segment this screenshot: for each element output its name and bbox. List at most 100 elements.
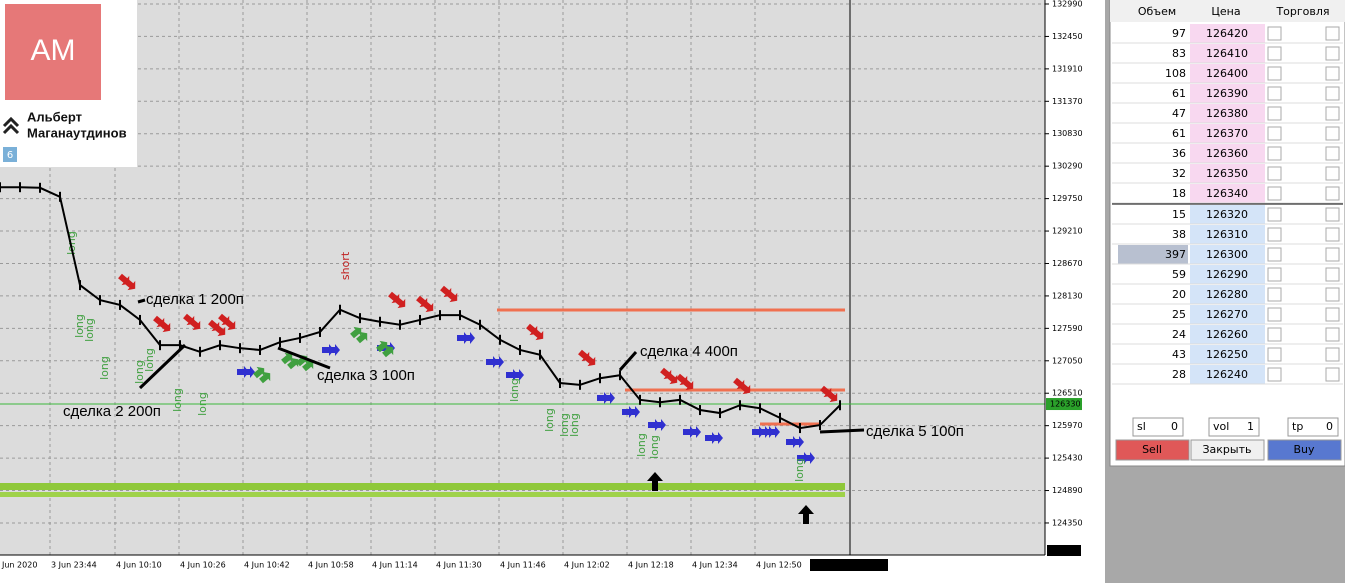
long-arrow [287,357,299,370]
price: 126280 [1206,288,1248,301]
order-button[interactable] [1325,106,1340,121]
order-button[interactable] [1267,86,1282,101]
short-arrow [422,300,434,313]
price-tick-label: 125970 [1052,421,1083,430]
order-button[interactable] [1325,146,1340,161]
price: 126290 [1206,268,1248,281]
time-label: 4 Jun 12:50 [756,561,802,570]
price: 126320 [1206,208,1248,221]
order-button[interactable] [1267,146,1282,161]
order-button[interactable] [1325,186,1340,201]
order-button[interactable] [1325,327,1340,342]
time-label: 4 Jun 10:10 [116,561,162,570]
input-box[interactable] [1132,417,1184,437]
volume: 97 [1172,27,1186,40]
price-cell [1190,345,1265,364]
volume: 25 [1172,308,1186,321]
order-button[interactable] [1267,126,1282,141]
order-button[interactable] [1267,227,1282,242]
volume: 15 [1172,208,1186,221]
axes: 132990 132450 131910 131370 130830 130290 1297… [1,0,1083,571]
buy-arrow [792,436,804,448]
order-button[interactable] [1325,166,1340,181]
price: 126310 [1206,228,1248,241]
order-button[interactable] [1267,367,1282,382]
order-button[interactable] [1325,307,1340,322]
order-button[interactable] [1267,347,1282,362]
long-arrow [376,340,388,353]
signal-short: short [339,251,352,280]
plot-area [0,0,1045,555]
signal-long: long [568,413,581,437]
volume: 20 [1172,288,1186,301]
trade-button[interactable] [1267,439,1342,461]
order-button[interactable] [1267,267,1282,282]
order-button[interactable] [1267,106,1282,121]
long-arrow [253,366,265,379]
input-box[interactable] [1208,417,1260,437]
short-arrow [682,378,694,391]
order-button[interactable] [1267,46,1282,61]
price-cell [1190,144,1265,163]
time-label: 4 Jun 12:02 [564,561,610,570]
order-button[interactable] [1267,166,1282,181]
order-button[interactable] [1325,227,1340,242]
price-cell [1190,225,1265,244]
cursor-time-box [810,559,888,571]
order-button[interactable] [1267,327,1282,342]
order-button[interactable] [1325,86,1340,101]
order-button[interactable] [1267,307,1282,322]
price: 126390 [1206,87,1248,100]
order-book: Объем Цена Торговля 97 126420 83 126410 108 1264… [1112,5,1343,461]
time-label: 3 Jun 23:44 [51,561,97,570]
time-label: 4 Jun 12:18 [628,561,674,570]
volume: 18 [1172,187,1186,200]
volume: 32 [1172,167,1186,180]
price: 126270 [1206,308,1248,321]
price-bottom-box [1047,545,1081,556]
volume: 83 [1172,47,1186,60]
price-tick-label: 132450 [1052,32,1083,41]
order-button[interactable] [1325,347,1340,362]
trade-button[interactable] [1115,439,1190,461]
order-button[interactable] [1267,207,1282,222]
price-cell [1190,64,1265,83]
order-button[interactable] [1325,26,1340,41]
order-button[interactable] [1325,207,1340,222]
order-button[interactable] [1325,126,1340,141]
annotation: сделка 4 400п [640,343,738,360]
price: 126250 [1206,348,1248,361]
order-button[interactable] [1267,186,1282,201]
time-label: 4 Jun 12:34 [692,561,738,570]
order-button[interactable] [1267,247,1282,262]
input-value: 0 [1326,420,1333,433]
buy-arrow [628,406,640,418]
book-header: Цена [1211,5,1240,18]
order-button[interactable] [1325,46,1340,61]
price-tick-label: 124890 [1052,486,1083,495]
buy-arrow [768,426,780,438]
time-label: Jun 2020 [1,561,37,570]
signal-long: long [648,435,661,459]
signal-long: long [558,413,571,437]
order-button[interactable] [1267,287,1282,302]
order-button[interactable] [1325,267,1340,282]
trade-button[interactable] [1190,439,1265,461]
support-zone [0,492,845,497]
buy-arrow [689,426,701,438]
order-button[interactable] [1325,367,1340,382]
price-tick-label: 129750 [1052,194,1083,203]
volume: 397 [1165,248,1186,261]
long-arrow [281,352,293,365]
order-button[interactable] [1267,26,1282,41]
annotation-arrow [819,428,865,434]
order-button[interactable] [1325,66,1340,81]
long-arrow [302,359,314,372]
short-arrow [224,318,236,331]
price-tick-label: 131910 [1052,64,1083,73]
price-tick-label: 128670 [1052,259,1083,268]
order-button[interactable] [1325,247,1340,262]
order-button[interactable] [1325,287,1340,302]
input-box[interactable] [1287,417,1339,437]
order-button[interactable] [1267,66,1282,81]
